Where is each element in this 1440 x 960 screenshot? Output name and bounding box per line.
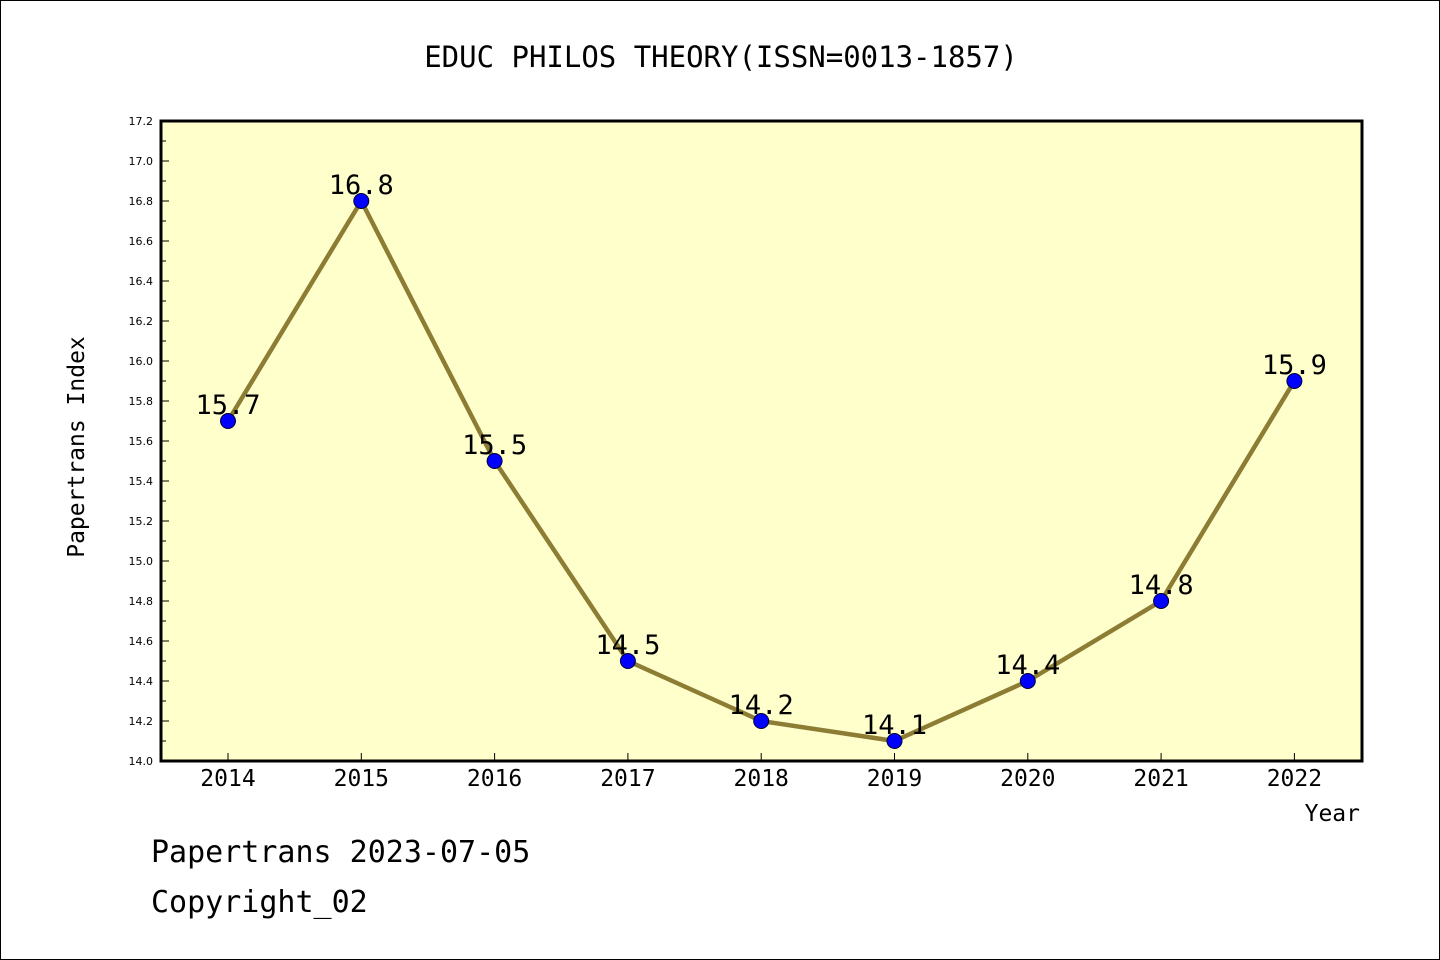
x-tick-label: 2021 (1133, 766, 1188, 792)
y-axis-label: Papertrans Index (64, 336, 90, 558)
x-tick-label: 2015 (334, 766, 389, 792)
x-tick-label: 2017 (600, 766, 655, 792)
data-point (1019, 673, 1036, 689)
data-point (1286, 373, 1303, 389)
x-tick-label: 2018 (734, 766, 789, 792)
y-tick-label: 14.8 (129, 595, 154, 608)
y-tick-label: 16.4 (129, 275, 154, 288)
data-point (886, 733, 903, 749)
y-tick-label: 16.0 (129, 355, 154, 368)
y-tick-label: 15.2 (129, 515, 154, 528)
x-tick-label: 2022 (1267, 766, 1322, 792)
data-label: 15.7 (195, 390, 260, 421)
plot-area (161, 121, 1362, 761)
data-point (486, 453, 503, 469)
y-tick-label: 16.8 (129, 195, 154, 208)
chart-title: EDUC PHILOS THEORY(ISSN=0013-1857) (424, 40, 1018, 74)
data-point (220, 413, 236, 429)
y-tick-label: 14.6 (129, 635, 154, 648)
data-label: 16.8 (329, 170, 394, 201)
y-tick-label: 15.8 (129, 395, 154, 408)
y-tick-label: 14.4 (129, 675, 154, 688)
y-tick-label: 17.2 (129, 115, 154, 128)
data-label: 14.1 (862, 710, 927, 741)
data-point (1153, 593, 1170, 609)
y-tick-label: 16.6 (129, 235, 154, 248)
y-tick-label: 14.2 (129, 715, 154, 728)
y-tick-label: 14.0 (129, 755, 154, 768)
x-axis-label: Year (1305, 801, 1360, 827)
data-point (619, 653, 636, 669)
footer-date: Papertrans 2023-07-05 (151, 835, 531, 870)
x-tick-label: 2020 (1000, 766, 1055, 792)
data-label: 14.8 (1129, 570, 1194, 601)
data-label: 15.9 (1262, 350, 1327, 381)
data-label: 15.5 (462, 430, 527, 461)
y-tick-label: 15.0 (129, 555, 154, 568)
data-point (753, 713, 770, 729)
footer-copyright: Copyright_02 (151, 885, 368, 920)
y-tick-label: 15.4 (129, 475, 154, 488)
data-label: 14.4 (995, 650, 1060, 681)
data-label: 14.2 (729, 690, 794, 721)
x-tick-label: 2016 (467, 766, 522, 792)
data-label: 14.5 (595, 630, 660, 661)
y-tick-label: 17.0 (129, 155, 154, 168)
x-tick-label: 2019 (867, 766, 922, 792)
x-tick-label: 2014 (200, 766, 255, 792)
plot-border (159, 119, 1364, 763)
y-tick-label: 16.2 (129, 315, 154, 328)
y-tick-label: 15.6 (129, 435, 154, 448)
data-point (353, 193, 370, 209)
